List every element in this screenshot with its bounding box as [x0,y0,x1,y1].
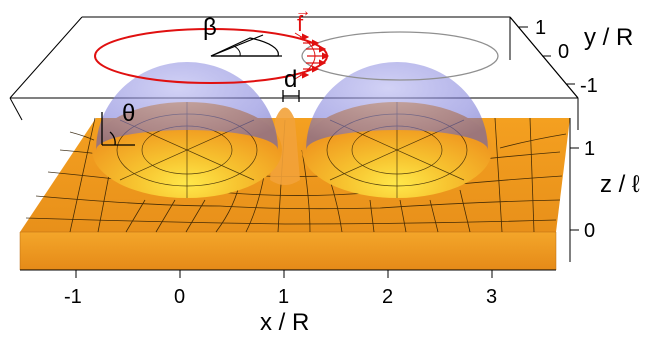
y-tick-label: 0 [558,41,569,63]
beta-ray-2 [210,34,264,57]
x-tick-label: -1 [64,286,82,308]
d-label: d [284,66,297,93]
y-tick-label: 1 [535,17,546,39]
substrate-front [19,231,557,271]
force-envelope [294,32,316,80]
f-label: f [297,11,304,36]
x-tick-label: 0 [174,286,185,308]
x-tick-label: 3 [486,286,497,308]
x-tick-label: 1 [278,286,289,308]
gap-marker [282,90,300,102]
y-axis-ticks [509,16,579,99]
x-axis-ticks [20,269,556,278]
beta-label: β [203,14,217,41]
left-drop-dome [96,62,278,150]
y-axis-title: y / R [584,24,633,51]
y-tick-label: -1 [580,75,598,97]
force-arrows [300,33,330,79]
right-contact-line [301,31,499,81]
theta-label: θ [122,100,135,127]
z-tick-label: 1 [584,138,595,160]
beta-arc [233,45,241,57]
x-axis-title: x / R [260,309,309,336]
z-axis-title: z / ℓ [600,171,640,198]
x-tick-label: 2 [382,286,393,308]
right-drop-dome [306,62,488,150]
beta-wedge [210,37,279,57]
theta-marker [101,112,135,146]
z-axis-ticks [569,118,579,262]
f-arrow-accent: → [295,3,311,20]
z-tick-label: 0 [584,220,595,242]
wetting-ridge [270,107,300,185]
